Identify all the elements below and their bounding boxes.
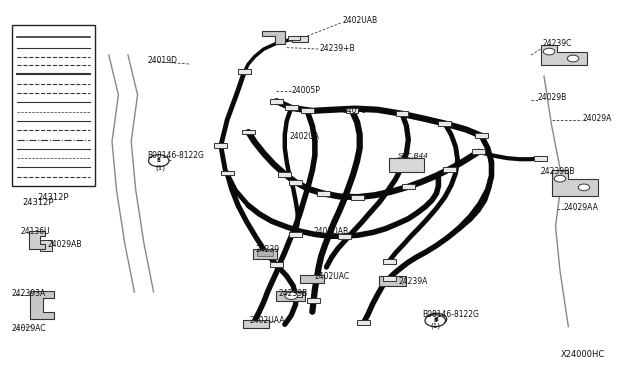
Text: 24029AB: 24029AB [48,240,83,249]
Bar [357,320,370,325]
Text: 24005P: 24005P [291,86,320,94]
Circle shape [567,55,579,62]
Circle shape [285,292,298,299]
Text: 24239+B: 24239+B [320,44,356,53]
Bar [475,133,488,138]
Circle shape [543,48,555,55]
Bar [289,180,302,185]
Circle shape [578,184,589,191]
Bar [300,275,324,283]
Text: 2402UAC: 2402UAC [315,272,350,280]
Bar [221,170,234,176]
Bar [257,250,273,256]
Text: 2402UAA: 2402UAA [250,316,285,325]
Bar [402,185,415,189]
Text: 24136U: 24136U [20,227,50,236]
Bar [242,129,255,134]
Text: 24239A: 24239A [398,278,428,286]
Bar [317,191,330,196]
Bar [534,155,547,161]
Text: 24078: 24078 [342,106,367,115]
Bar [346,109,358,113]
Text: 2402UAB: 2402UAB [314,227,349,236]
Circle shape [148,155,169,167]
Bar [278,171,291,177]
Bar [288,36,300,40]
Polygon shape [29,231,45,249]
Text: B: B [433,318,437,323]
Circle shape [425,315,445,327]
Bar [301,109,314,113]
Text: 24312P: 24312P [22,198,54,207]
Polygon shape [541,45,587,65]
Text: 2402UAB: 2402UAB [342,16,378,25]
Circle shape [426,313,447,325]
Text: (1): (1) [155,164,165,171]
Bar [472,149,485,154]
Polygon shape [552,170,598,196]
Bar [389,158,424,172]
Text: B08146-8122G: B08146-8122G [422,310,479,319]
Text: (1): (1) [430,322,440,329]
Bar [293,36,306,41]
Text: B: B [435,317,438,322]
Bar [270,263,283,267]
Text: 24029A: 24029A [582,114,612,123]
Bar [238,69,251,74]
Text: 24019D: 24019D [147,56,177,65]
Bar [289,292,302,297]
Bar [351,195,364,199]
Text: 24239BB: 24239BB [541,167,575,176]
Text: 24239B: 24239B [278,289,308,298]
Bar [214,143,227,148]
Bar [276,291,305,301]
Bar [307,298,320,303]
Bar [289,232,302,237]
Bar [438,121,451,126]
Bar [383,259,396,263]
Bar [40,240,52,251]
Bar [253,249,277,259]
Text: 24312P: 24312P [37,193,69,202]
Text: SEC.B44: SEC.B44 [398,153,429,159]
Bar [270,99,283,104]
Text: B08146-8122G: B08146-8122G [147,151,204,160]
Text: 24029AA: 24029AA [563,203,598,212]
FancyBboxPatch shape [12,25,95,186]
Text: 242393A: 242393A [12,289,46,298]
Bar [383,276,396,281]
Bar [379,276,406,286]
Text: B: B [157,158,161,163]
Polygon shape [262,31,285,44]
Text: 24239C: 24239C [543,39,572,48]
Bar [285,106,298,110]
Circle shape [554,175,566,182]
Text: 24239: 24239 [256,246,280,254]
Text: 24029B: 24029B [538,93,567,102]
Bar [243,320,269,328]
Polygon shape [30,291,54,319]
Bar [443,167,456,172]
Text: X24000HC: X24000HC [561,350,605,359]
Bar [338,234,351,239]
Bar [396,111,408,116]
Text: 2402UA: 2402UA [289,132,319,141]
Bar [292,36,307,42]
Text: 24029AC: 24029AC [12,324,46,333]
